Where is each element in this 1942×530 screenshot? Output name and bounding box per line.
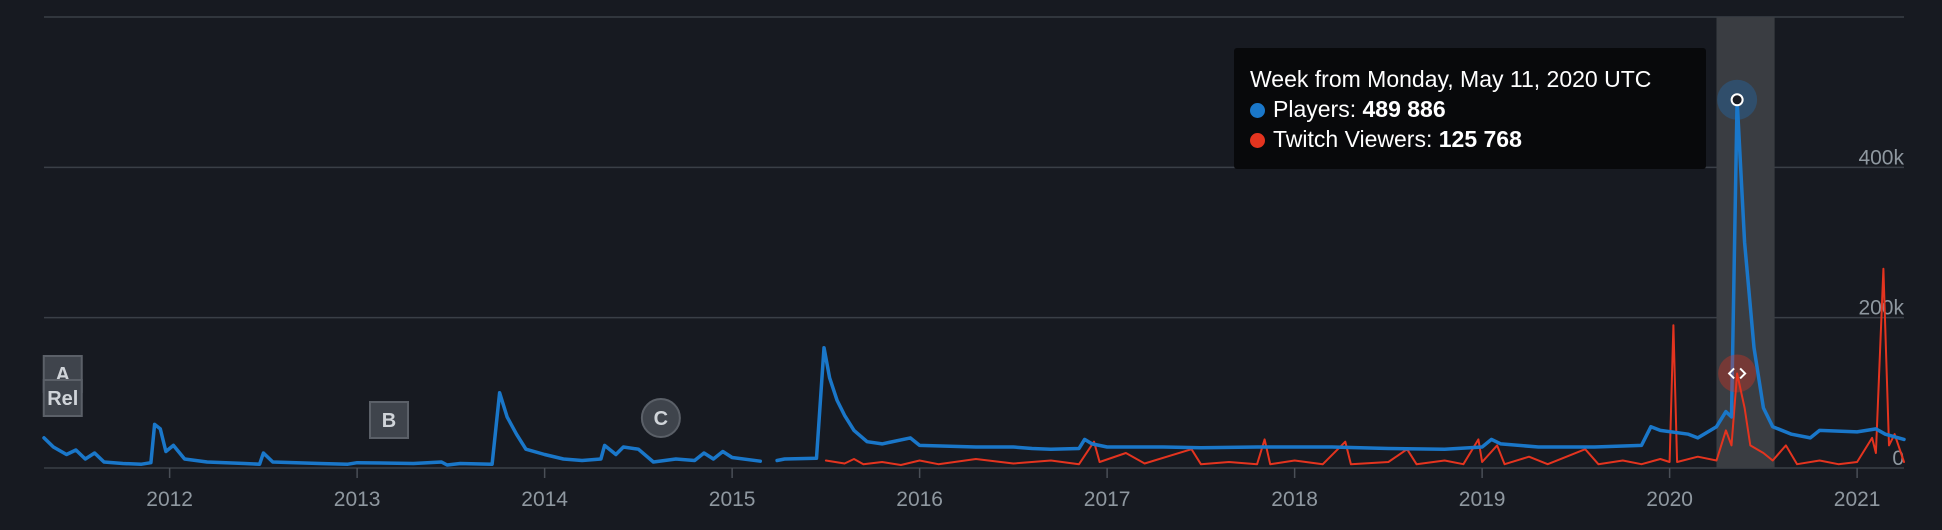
tooltip-row-twitch: Twitch Viewers: 125 768 [1250, 124, 1690, 154]
series-line-twitch-viewers [824, 267, 1905, 466]
players-legend-dot [1250, 103, 1265, 118]
event-marker-rel[interactable]: Rel [42, 379, 83, 417]
x-tick-label: 2019 [1459, 488, 1506, 511]
marker-label: Rel [47, 388, 78, 410]
x-tick-label: 2018 [1271, 488, 1318, 511]
x-tick-label: 2014 [521, 488, 568, 511]
tooltip-title: Week from Monday, May 11, 2020 UTC [1250, 66, 1652, 92]
event-marker-b[interactable]: B [369, 401, 409, 439]
tooltip-players-value: 489 886 [1362, 96, 1446, 122]
series-lines [42, 98, 1906, 467]
x-tick-label: 2020 [1646, 488, 1693, 511]
event-marker-c[interactable]: C [640, 398, 681, 438]
marker-circle [640, 398, 681, 438]
series-line-players [42, 98, 1906, 467]
x-tick-label: 2012 [146, 488, 193, 511]
hover-halo-twitch [1718, 354, 1757, 393]
marker-square [369, 401, 409, 439]
tooltip-row-players: Players: 489 886 [1250, 94, 1690, 124]
hover-point-twitch [1727, 367, 1747, 380]
marker-square [42, 379, 83, 417]
marker-label: B [382, 410, 396, 432]
x-tick-label: 2013 [334, 488, 381, 511]
tooltip-players-label: Players: [1273, 96, 1363, 122]
x-tick-label: 2017 [1084, 488, 1131, 511]
tooltip-twitch-label: Twitch Viewers: [1273, 126, 1439, 152]
tooltip-twitch-value: 125 768 [1438, 126, 1522, 152]
x-axis-ticks: 2012 2013 2014 2015 2016 2017 2018 2019 2020 2021 [146, 468, 1880, 511]
x-tick-label: 2015 [709, 488, 756, 511]
y-tick-label: 400k [1858, 146, 1904, 169]
twitch-legend-dot [1250, 133, 1265, 148]
x-tick-label: 2016 [896, 488, 943, 511]
hover-points [1717, 79, 1758, 393]
hover-point-players [1730, 93, 1744, 107]
x-tick-label: 2021 [1834, 488, 1881, 511]
tooltip: Week from Monday, May 11, 2020 UTC Playe… [1234, 48, 1706, 169]
marker-label: C [654, 408, 668, 430]
y-tick-label: 0 [1892, 447, 1904, 470]
